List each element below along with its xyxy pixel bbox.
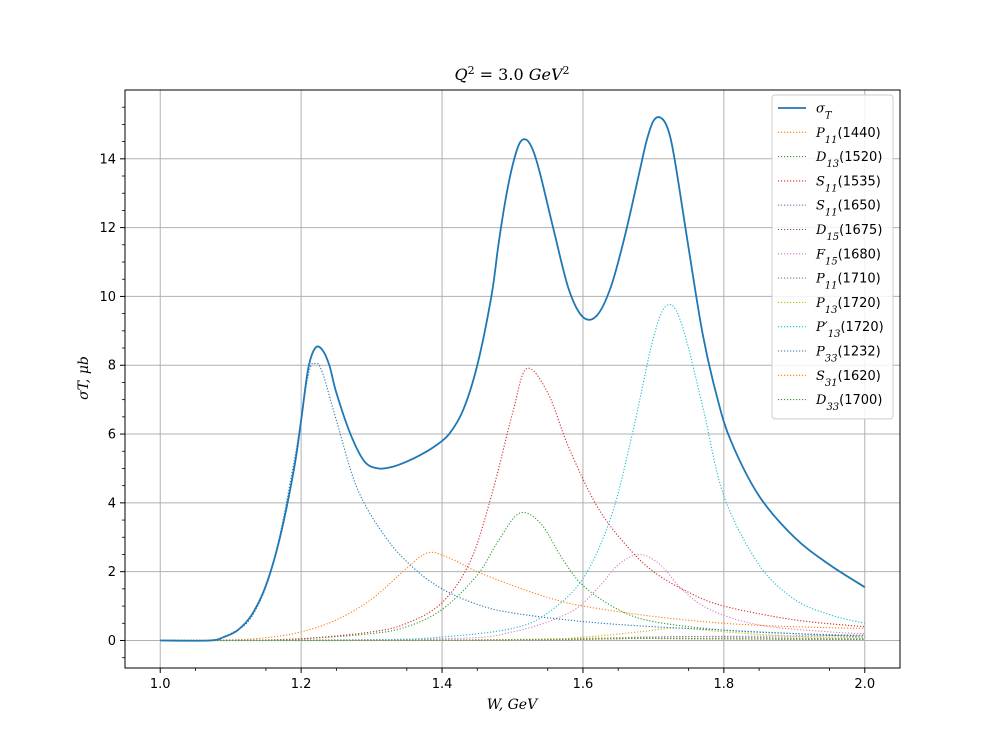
legend-label: P11(1440) bbox=[815, 126, 881, 146]
legend-label: F15(1680) bbox=[815, 247, 881, 267]
series-line-d33-1700- bbox=[160, 637, 865, 642]
y-tick-label: 10 bbox=[99, 290, 116, 305]
legend-label: S31(1620) bbox=[816, 369, 881, 389]
legend-label: P33(1232) bbox=[815, 345, 881, 365]
y-tick-label: 4 bbox=[108, 496, 116, 511]
y-tick-label: 12 bbox=[99, 221, 116, 236]
legend-label: P13(1720) bbox=[815, 296, 881, 316]
x-tick-label: 1.0 bbox=[150, 677, 171, 692]
series-line--t bbox=[160, 116, 866, 642]
tick-layer: 1.0 1.2 1.4 1.6 1.8 2.0 0 2 4 6 8 10 12 14 bbox=[99, 106, 875, 692]
y-tick-label: 8 bbox=[108, 359, 116, 374]
series-line-p-13-1720- bbox=[160, 303, 865, 642]
y-tick-label: 2 bbox=[108, 565, 116, 580]
y-tick-label: 0 bbox=[108, 634, 116, 649]
series-line-p11-1440- bbox=[160, 551, 865, 642]
legend-label: D13(1520) bbox=[815, 150, 882, 170]
series-line-s11-1535- bbox=[160, 367, 865, 642]
x-tick-label: 1.8 bbox=[714, 677, 735, 692]
series-line-p33-1232- bbox=[160, 362, 865, 642]
y-axis-title: σT, μb bbox=[76, 356, 92, 400]
x-tick-label: 1.6 bbox=[573, 677, 594, 692]
x-tick-label: 1.2 bbox=[291, 677, 312, 692]
legend-label: D33(1700) bbox=[815, 393, 882, 413]
legend-label: S11(1650) bbox=[816, 199, 881, 219]
series-line-f15-1680- bbox=[160, 553, 865, 642]
legend-box bbox=[771, 94, 894, 420]
x-tick-label: 2.0 bbox=[854, 677, 875, 692]
x-tick-label: 1.4 bbox=[432, 677, 453, 692]
legend-label: P11(1710) bbox=[815, 272, 881, 292]
series-line-p13-1720- bbox=[160, 627, 865, 642]
chart-title: Q2 = 3.0 GeV2 bbox=[454, 64, 569, 85]
legend-label: P′13(1720) bbox=[815, 320, 884, 340]
plot-frame bbox=[124, 89, 901, 669]
series-layer bbox=[160, 116, 866, 642]
x-axis-title: W, GeV bbox=[487, 697, 539, 713]
series-line-d13-1520- bbox=[160, 511, 865, 642]
series-line-p11-1710- bbox=[160, 636, 865, 642]
y-tick-label: 6 bbox=[108, 428, 116, 443]
legend: σT P11(1440) D13(1520) S11(1535) S11(1650) D1… bbox=[771, 94, 894, 420]
legend-label: S11(1535) bbox=[816, 174, 881, 194]
legend-label: D15(1675) bbox=[815, 223, 882, 243]
y-tick-label: 14 bbox=[99, 152, 116, 167]
legend-label: σT bbox=[816, 102, 833, 122]
